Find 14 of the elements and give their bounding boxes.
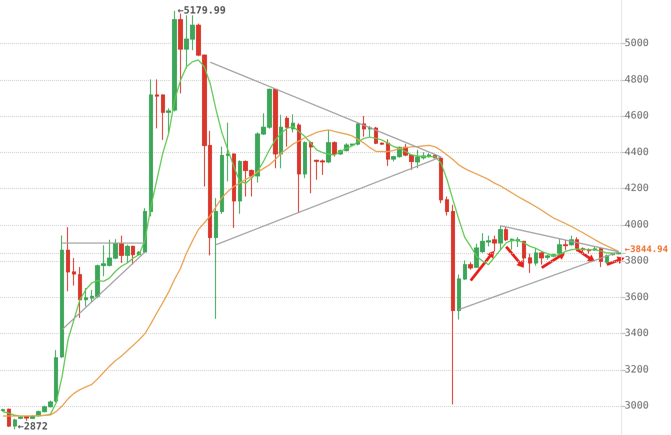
annotation: ←2872: [18, 422, 48, 432]
y-tick-label: ←3844.94: [624, 244, 669, 255]
y-tick-label: 4200: [624, 183, 649, 194]
y-tick-label: 4600: [624, 110, 649, 122]
y-tick-label: 3800: [624, 256, 649, 266]
y-tick-label: 3200: [624, 364, 649, 376]
y-tick-label: 5000: [624, 38, 649, 49]
y-tick-label: 3600: [624, 292, 649, 303]
annotation: ←5179.99: [178, 5, 226, 16]
y-tick-label: 3400: [624, 328, 649, 339]
y-tick-label: 3000: [624, 400, 649, 412]
y-tick-label: 4800: [624, 74, 649, 86]
y-tick-label: 4400: [624, 146, 649, 158]
y-tick-label: 4000: [624, 219, 649, 230]
